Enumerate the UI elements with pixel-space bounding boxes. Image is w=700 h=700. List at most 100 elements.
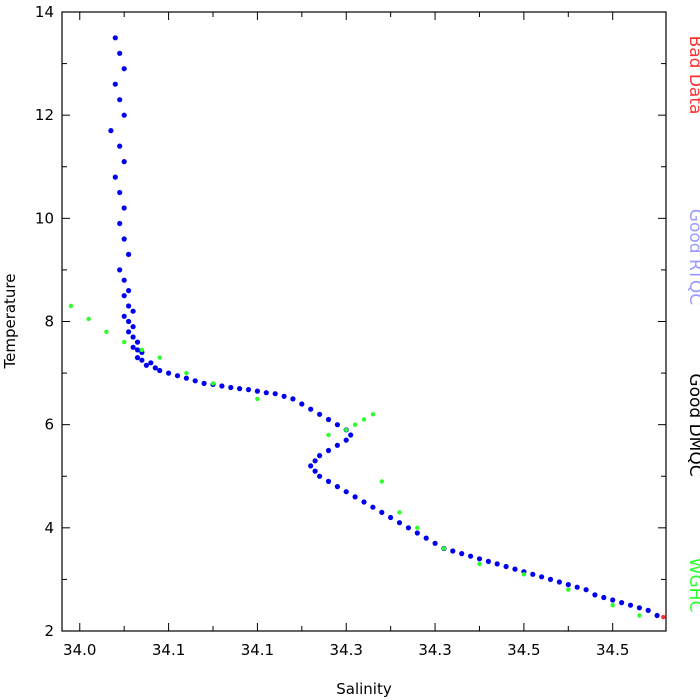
point-good-rtqc: [476, 556, 483, 562]
point-good-rtqc: [396, 520, 403, 526]
point-good-rtqc: [192, 378, 198, 384]
y-tick-label: 2: [44, 622, 54, 640]
point-wghc: [610, 603, 615, 608]
point-good-rtqc: [325, 478, 332, 484]
y-axis-title: Temperature: [1, 273, 19, 369]
point-good-rtqc: [143, 362, 149, 368]
point-good-rtqc: [343, 489, 349, 495]
point-good-rtqc: [325, 416, 332, 423]
point-good-rtqc: [117, 220, 123, 227]
data-points: [68, 35, 666, 620]
legend: Bad Data Good RTQC Good DMQC WGHC: [685, 36, 700, 613]
point-good-rtqc: [112, 35, 118, 41]
point-good-rtqc: [166, 370, 172, 376]
point-good-rtqc: [152, 365, 158, 371]
point-good-rtqc: [148, 360, 154, 366]
point-wghc: [397, 510, 402, 515]
point-good-rtqc: [126, 329, 132, 335]
point-good-rtqc: [117, 189, 123, 196]
point-wghc: [344, 427, 349, 432]
point-good-rtqc: [348, 432, 354, 438]
point-wghc: [184, 370, 189, 376]
point-good-rtqc: [130, 308, 136, 314]
point-good-rtqc: [308, 463, 314, 469]
point-good-rtqc: [645, 607, 651, 614]
point-good-rtqc: [121, 112, 127, 118]
point-good-rtqc: [108, 128, 114, 134]
x-tick-label: 34.0: [63, 641, 96, 659]
y-tick-label: 8: [44, 313, 54, 331]
point-good-rtqc: [201, 380, 207, 386]
point-good-rtqc: [503, 563, 509, 570]
point-good-rtqc: [414, 530, 420, 536]
y-tick-label: 6: [44, 416, 54, 434]
point-wghc: [255, 396, 260, 402]
point-good-rtqc: [121, 293, 127, 299]
point-good-rtqc: [117, 143, 123, 149]
point-good-rtqc: [263, 390, 269, 396]
point-good-rtqc: [312, 458, 318, 464]
point-good-rtqc: [654, 612, 660, 619]
x-tick-label: 34.3: [330, 641, 363, 659]
point-good-rtqc: [312, 468, 318, 474]
point-wghc: [415, 525, 420, 530]
point-wghc: [210, 381, 216, 386]
point-good-rtqc: [121, 159, 127, 165]
point-good-rtqc: [334, 422, 340, 428]
point-good-rtqc: [530, 571, 536, 577]
point-good-rtqc: [183, 375, 189, 381]
point-good-rtqc: [281, 393, 287, 399]
point-wghc: [157, 355, 162, 360]
x-tick-label: 34.1: [241, 641, 274, 659]
point-good-rtqc: [299, 401, 305, 407]
point-good-rtqc: [245, 387, 252, 393]
y-tick-label: 4: [44, 519, 54, 537]
point-good-rtqc: [237, 386, 243, 392]
point-good-rtqc: [219, 383, 225, 389]
point-good-rtqc: [117, 50, 123, 56]
point-good-rtqc: [117, 267, 123, 273]
point-wghc: [370, 412, 376, 417]
x-tick-label: 34.1: [152, 641, 185, 659]
legend-bad-data: Bad Data: [685, 36, 700, 115]
point-wghc: [566, 587, 571, 592]
point-good-rtqc: [130, 334, 136, 340]
point-wghc: [104, 329, 109, 334]
point-good-rtqc: [121, 66, 127, 72]
point-good-rtqc: [317, 473, 323, 479]
point-good-rtqc: [134, 339, 141, 345]
point-good-rtqc: [121, 236, 127, 242]
point-good-rtqc: [117, 97, 123, 103]
y-tick-label: 10: [35, 209, 54, 227]
point-good-rtqc: [512, 566, 518, 572]
point-good-rtqc: [139, 357, 145, 363]
point-wghc: [139, 347, 145, 353]
point-good-rtqc: [601, 594, 607, 601]
point-good-rtqc: [352, 494, 358, 500]
point-good-rtqc: [388, 514, 394, 521]
point-good-rtqc: [619, 600, 625, 606]
point-good-rtqc: [112, 174, 118, 180]
point-good-rtqc: [574, 584, 580, 590]
point-good-rtqc: [468, 553, 474, 559]
point-good-rtqc: [174, 373, 181, 379]
point-good-rtqc: [370, 504, 376, 510]
point-good-rtqc: [361, 499, 367, 505]
point-good-rtqc: [450, 548, 456, 554]
x-tick-label: 34.3: [418, 641, 451, 659]
point-good-rtqc: [494, 561, 500, 567]
point-good-rtqc: [254, 388, 260, 394]
point-wghc: [68, 303, 74, 309]
point-good-rtqc: [539, 574, 545, 580]
point-wghc: [477, 561, 482, 567]
y-tick-label: 12: [35, 106, 54, 124]
point-good-rtqc: [547, 576, 554, 583]
point-good-rtqc: [130, 344, 136, 350]
axis-ticks: 34.0 34.1 34.1 34.3 34.3 34.5 34.5 2 4 6 8 10 12 14: [35, 3, 666, 659]
legend-good-dmqc: Good DMQC: [685, 373, 700, 476]
point-good-rtqc: [130, 324, 136, 330]
point-wghc: [352, 422, 358, 427]
point-good-rtqc: [126, 303, 132, 309]
point-good-rtqc: [126, 288, 132, 294]
